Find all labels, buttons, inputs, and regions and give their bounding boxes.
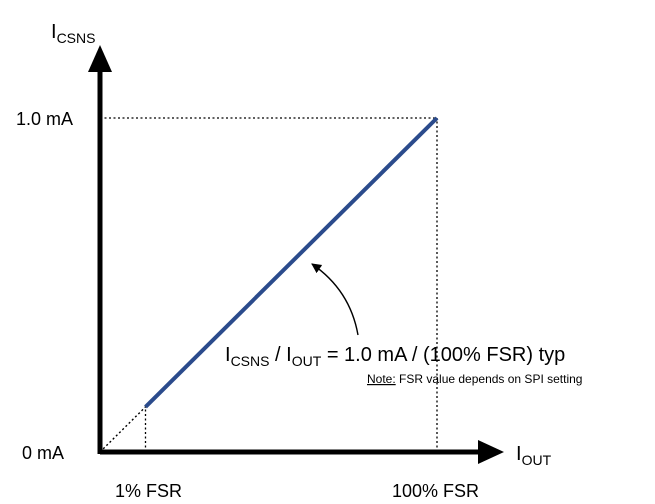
formula-out-sub: OUT	[292, 353, 322, 369]
formula-i-csns: I	[225, 344, 231, 366]
reference-lines	[100, 117, 438, 452]
series-line-transfer	[144, 116, 439, 409]
x-axis-title-main: I	[516, 443, 522, 465]
note-label: Note:	[367, 372, 396, 386]
x-axis-title: IOUT	[516, 443, 552, 468]
formula-annotation: ICSNS / IOUT = 1.0 mA / (100% FSR) typ	[225, 344, 565, 369]
x-axis-arrowhead	[478, 440, 504, 464]
x-tick-label-max: 100% FSR	[392, 481, 479, 501]
note-annotation: Note: FSR value depends on SPI setting	[367, 372, 582, 386]
formula-rest: = 1.0 mA / (100% FSR) typ	[321, 344, 565, 366]
annotation-arrow	[311, 263, 359, 336]
y-axis-arrowhead	[88, 45, 112, 72]
y-tick-label-zero: 0 mA	[22, 443, 64, 463]
y-axis-title-main: I	[51, 21, 57, 43]
series-line-extrapolated	[99, 406, 146, 453]
y-tick-label-max: 1.0 mA	[16, 109, 73, 129]
x-axis-title-sub: OUT	[522, 452, 552, 468]
formula-i-out: / I	[269, 344, 291, 366]
y-axis-title-sub: CSNS	[57, 30, 96, 46]
formula-csns-sub: CSNS	[231, 353, 270, 369]
y-axis-title: ICSNS	[51, 21, 95, 46]
note-text: FSR value depends on SPI setting	[396, 372, 583, 386]
series-layer	[99, 116, 439, 453]
x-tick-label-min: 1% FSR	[115, 481, 182, 501]
